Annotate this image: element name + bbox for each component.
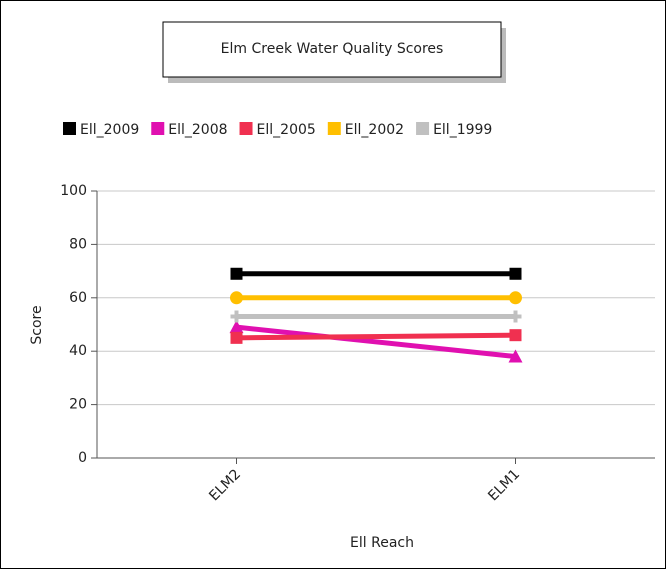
y-tick-label: 20	[69, 397, 87, 413]
legend-label: Ell_2005	[257, 122, 316, 138]
y-tick-label: 80	[69, 236, 87, 252]
marker	[229, 320, 244, 334]
marker	[230, 310, 243, 323]
line	[236, 324, 516, 360]
legend-label: Ell_2008	[168, 122, 227, 138]
marker	[509, 329, 522, 342]
y-tick-label: 0	[78, 450, 87, 466]
legend-label: Ell_2009	[80, 122, 139, 138]
x-axis-label: Ell Reach	[350, 535, 414, 551]
marker	[508, 349, 523, 363]
legend-label: Ell_1999	[433, 122, 492, 138]
legend-swatch	[239, 122, 253, 135]
marker	[230, 267, 243, 280]
marker	[230, 291, 243, 305]
title-box	[162, 21, 502, 78]
y-tick-label: 60	[69, 290, 87, 306]
y-axis-label: Score	[29, 305, 45, 344]
marker	[509, 291, 522, 305]
y-tick-label: 100	[60, 183, 87, 199]
line	[236, 332, 516, 341]
legend-swatch	[63, 122, 76, 135]
marker	[509, 310, 522, 323]
legend-swatch	[416, 122, 430, 135]
marker	[509, 267, 522, 280]
legend-swatch	[327, 122, 341, 135]
marker	[230, 331, 243, 344]
y-tick-label: 40	[69, 343, 87, 359]
legend-swatch	[151, 122, 165, 135]
legend-label: Ell_2002	[345, 122, 404, 138]
chart-title: Elm Creek Water Quality Scores	[221, 41, 444, 57]
